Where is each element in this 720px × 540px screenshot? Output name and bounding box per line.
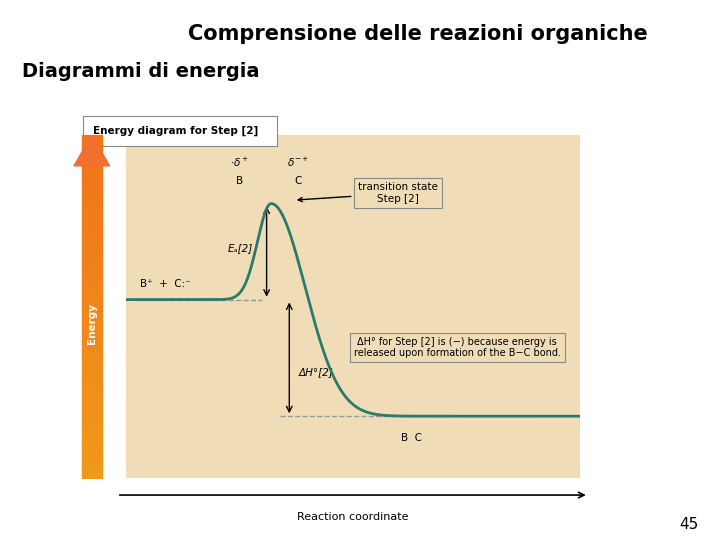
Text: Energy: Energy bbox=[87, 303, 96, 344]
Text: B⁺  +  C:⁻: B⁺ + C:⁻ bbox=[140, 279, 190, 289]
Text: 45: 45 bbox=[679, 517, 698, 532]
Text: $\delta^{-+}$: $\delta^{-+}$ bbox=[287, 156, 310, 169]
Text: Comprensione delle reazioni organiche: Comprensione delle reazioni organiche bbox=[188, 24, 647, 44]
Text: ΔH°[2]: ΔH°[2] bbox=[298, 367, 333, 376]
Text: B: B bbox=[236, 177, 243, 186]
Text: B  C: B C bbox=[401, 433, 422, 443]
Text: Eₐ[2]: Eₐ[2] bbox=[228, 243, 253, 253]
Polygon shape bbox=[74, 135, 109, 166]
Text: Energy diagram for Step [2]: Energy diagram for Step [2] bbox=[92, 126, 258, 136]
Text: ΔH° for Step [2] is (−) because energy is
released upon formation of the B−C bon: ΔH° for Step [2] is (−) because energy i… bbox=[354, 337, 561, 359]
Text: C: C bbox=[294, 177, 302, 186]
Text: Diagrammi di energia: Diagrammi di energia bbox=[22, 62, 259, 81]
Text: Reaction coordinate: Reaction coordinate bbox=[297, 512, 408, 522]
Text: $\cdot\delta^+$: $\cdot\delta^+$ bbox=[230, 156, 249, 169]
Text: transition state
Step [2]: transition state Step [2] bbox=[298, 183, 438, 204]
